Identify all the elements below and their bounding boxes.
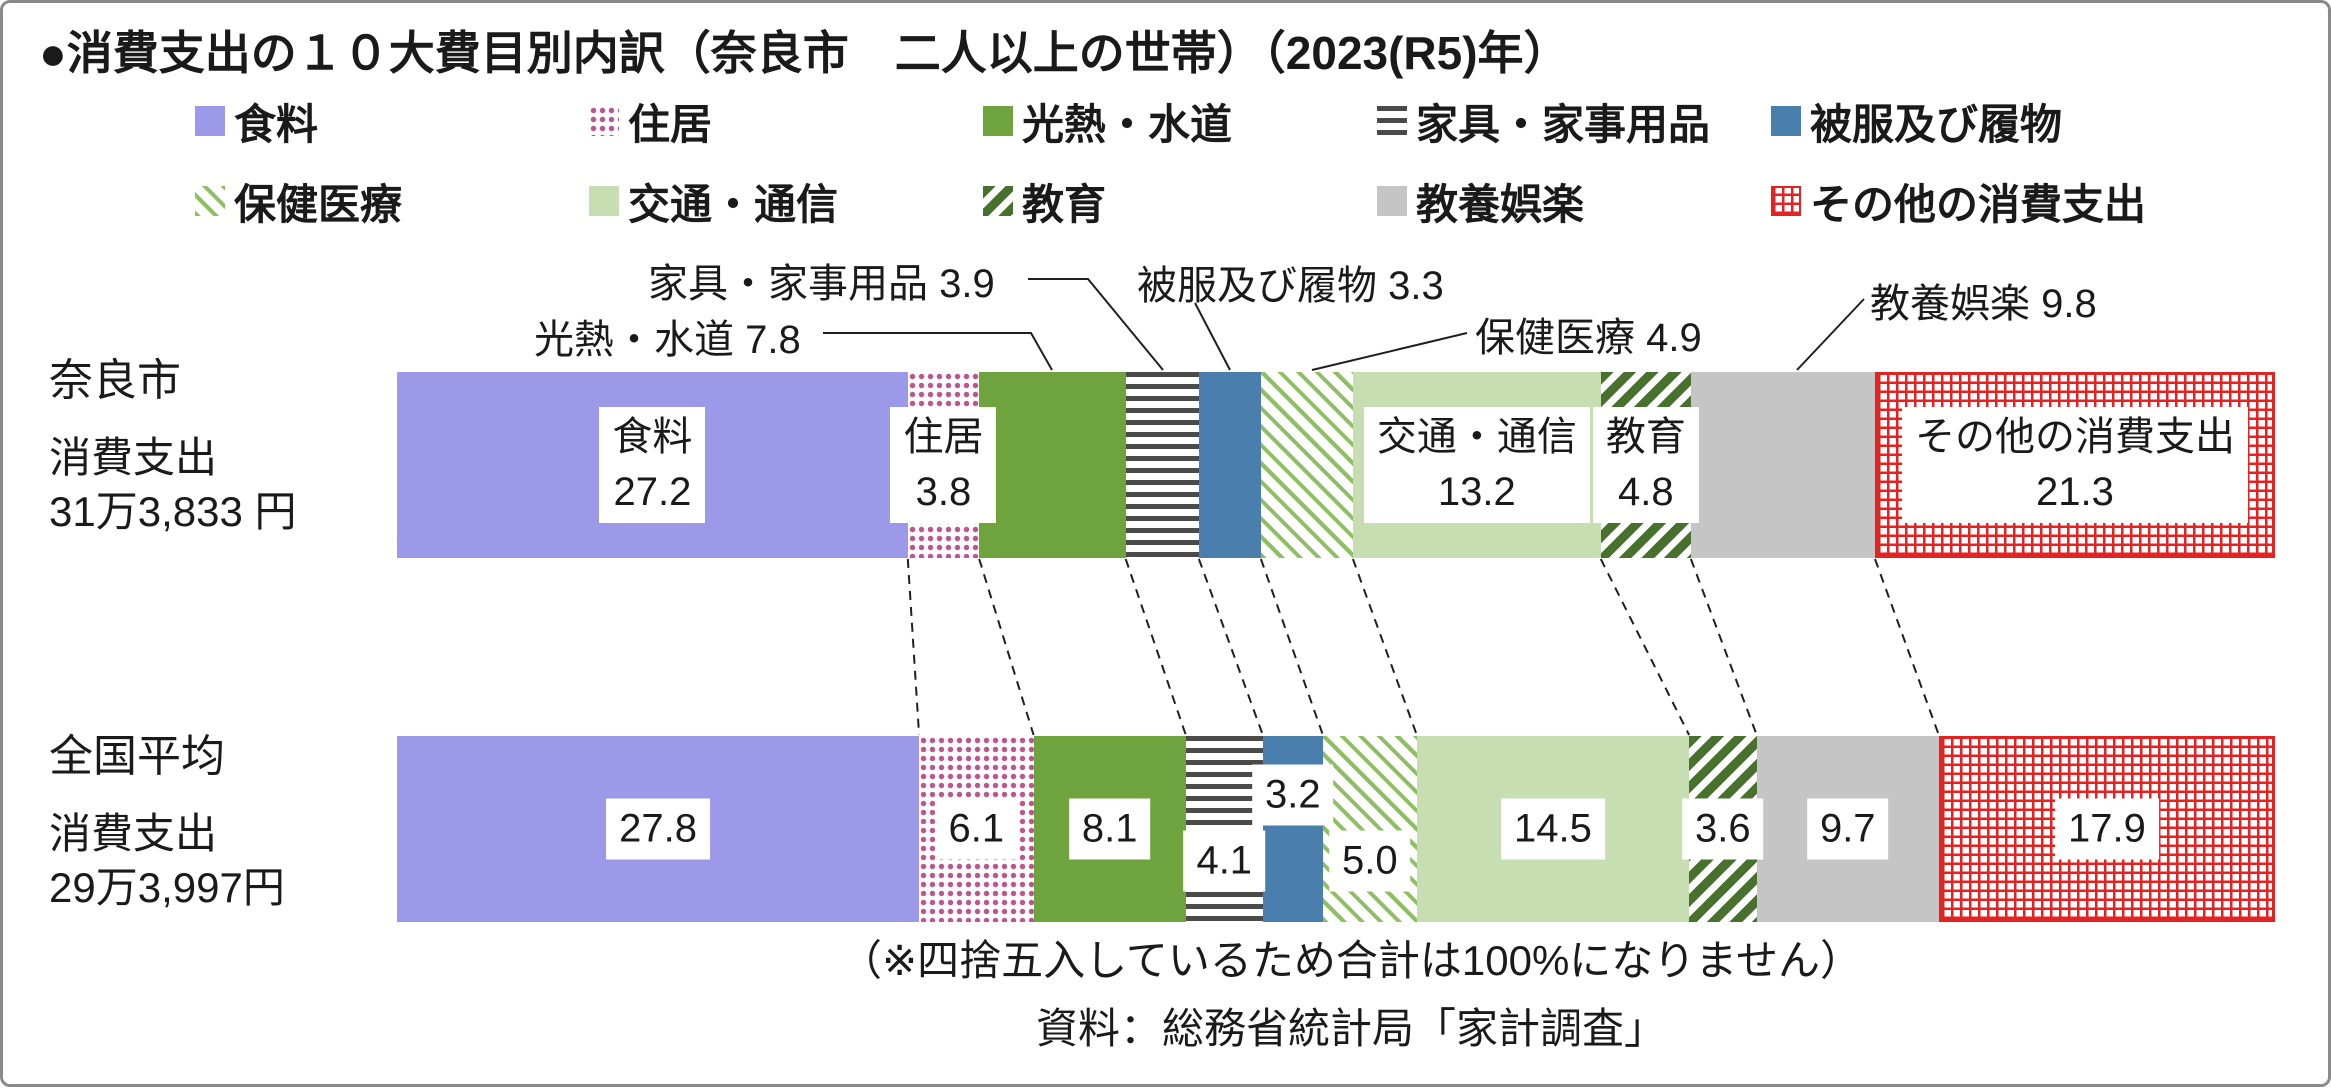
legend-label: その他の消費支出 [1810,180,2147,228]
stacked-bar-national: 27.8 6.1 8.1 4.1 3.2 5.0 14.5 3.6 9.7 17.9 [397,736,2275,922]
series-amount-value: 29万3,997円 [49,864,285,911]
connector-line [1599,558,1690,736]
bar-label-education: 教育 4.8 [1592,407,1699,523]
bar-segment-clothing [1198,372,1261,558]
series-name: 全国平均 [49,732,225,781]
bar-label-food: 27.8 [606,798,710,860]
legend-item-utilities: 光熱・水道 [983,91,1377,152]
bar-label-other: 17.9 [2054,798,2159,860]
connector-line [1259,558,1324,736]
bar-label-food: 食料 27.2 [599,407,706,523]
legend-label: 教育 [1022,180,1107,228]
legend-label: 交通・通信 [628,180,839,228]
legend-label: 教養娯楽 [1416,180,1585,228]
legend-item-education: 教育 [983,171,1377,232]
bar-segment-furniture [1125,372,1199,558]
other-swatch-icon [1771,186,1801,216]
medical-swatch-icon [195,186,225,216]
bar-segment-medical [1322,736,1417,922]
bar-segment-medical [1260,372,1353,558]
legend-item-medical: 保健医療 [195,171,589,232]
legend-item-food: 食料 [195,91,589,152]
leader-line-utilities [823,332,1053,371]
recreation-swatch-icon [1377,186,1407,216]
legend-item-clothing: 被服及び履物 [1771,91,2165,152]
connector-line [1124,558,1187,736]
legend-item-housing: 住居 [589,91,983,152]
bar-label-utilities: 8.1 [1068,798,1151,860]
bar-label-transport: 交通・通信 13.2 [1363,407,1590,523]
annotation-clothing: 被服及び履物 3.3 [1137,264,1444,308]
series-label-national: 全国平均 消費支出 29万3,997円 [49,731,285,915]
bar-segment-utilities [979,372,1126,558]
bar-label-clothing: 3.2 [1251,764,1334,826]
legend-label: 被服及び履物 [1810,100,2063,148]
furniture-swatch-icon [1377,106,1407,136]
legend-label: 光熱・水道 [1022,100,1233,148]
legend-item-other: その他の消費支出 [1771,171,2165,232]
connector-line [1689,558,1758,736]
chart-title: ●消費支出の１０大費目別内訳（奈良市 二人以上の世帯）（2023(R5)年） [39,27,1570,79]
annotation-recreation: 教養娯楽 9.8 [1870,282,2097,326]
bar-segment-recreation [1690,372,1875,558]
annotation-utilities: 光熱・水道 7.8 [534,318,801,362]
transport-swatch-icon [589,186,619,216]
clothing-swatch-icon [1771,106,1801,136]
series-amount-caption: 消費支出 [49,434,218,481]
series-amount-value: 31万3,833 円 [49,488,297,535]
legend-label: 食料 [234,100,319,148]
segment-connector-lines [906,558,1940,736]
series-label-nara: 奈良市 消費支出 31万3,833 円 [49,355,297,539]
legend-label: 保健医療 [234,180,403,228]
connector-line [1197,558,1264,736]
bar-label-education: 3.6 [1682,798,1764,860]
bar-label-housing: 住居 3.8 [890,407,997,523]
legend-label: 住居 [628,100,713,148]
connector-line [906,558,921,736]
leader-line-clothing [1194,302,1231,371]
connector-line [1874,558,1940,736]
series-amount-caption: 消費支出 [49,810,218,857]
annotation-furniture: 家具・家事用品 3.9 [648,262,995,306]
housing-swatch-icon [589,106,619,136]
data-source: 資料：総務省統計局「家計調査」 [1035,1005,1667,1052]
bar-label-medical: 5.0 [1328,830,1411,892]
annotation-medical: 保健医療 4.9 [1475,316,1702,360]
education-swatch-icon [983,186,1013,216]
bar-label-recreation: 9.7 [1806,798,1889,860]
series-name: 奈良市 [49,356,181,405]
legend: 食料 住居 光熱・水道 家具・家事用品 被服及び履物保健医療 交通・通信 教育 教養娯楽 その他… [195,81,2165,241]
connector-line [978,558,1035,736]
bar-label-housing: 6.1 [935,798,1018,860]
legend-item-transport: 交通・通信 [589,171,983,232]
stacked-bar-nara: 食料 27.2 住居 3.8 交通・通信 13.2 教育 4.8 その他の消費支出 21.3 [397,372,2275,558]
connector-line [1351,558,1418,736]
legend-label: 家具・家事用品 [1416,100,1711,148]
leader-line-medical [1311,332,1468,371]
bar-label-transport: 14.5 [1500,798,1605,860]
legend-item-recreation: 教養娯楽 [1377,171,1771,232]
bar-label-other: その他の消費支出 21.3 [1901,407,2248,523]
leader-line-recreation [1796,298,1865,371]
bar-label-furniture: 4.1 [1183,830,1266,892]
rounding-note: （※四捨五入しているため合計は100%になりません） [839,937,1863,984]
utilities-swatch-icon [983,106,1013,136]
food-swatch-icon [195,106,225,136]
legend-item-furniture: 家具・家事用品 [1377,91,1771,152]
